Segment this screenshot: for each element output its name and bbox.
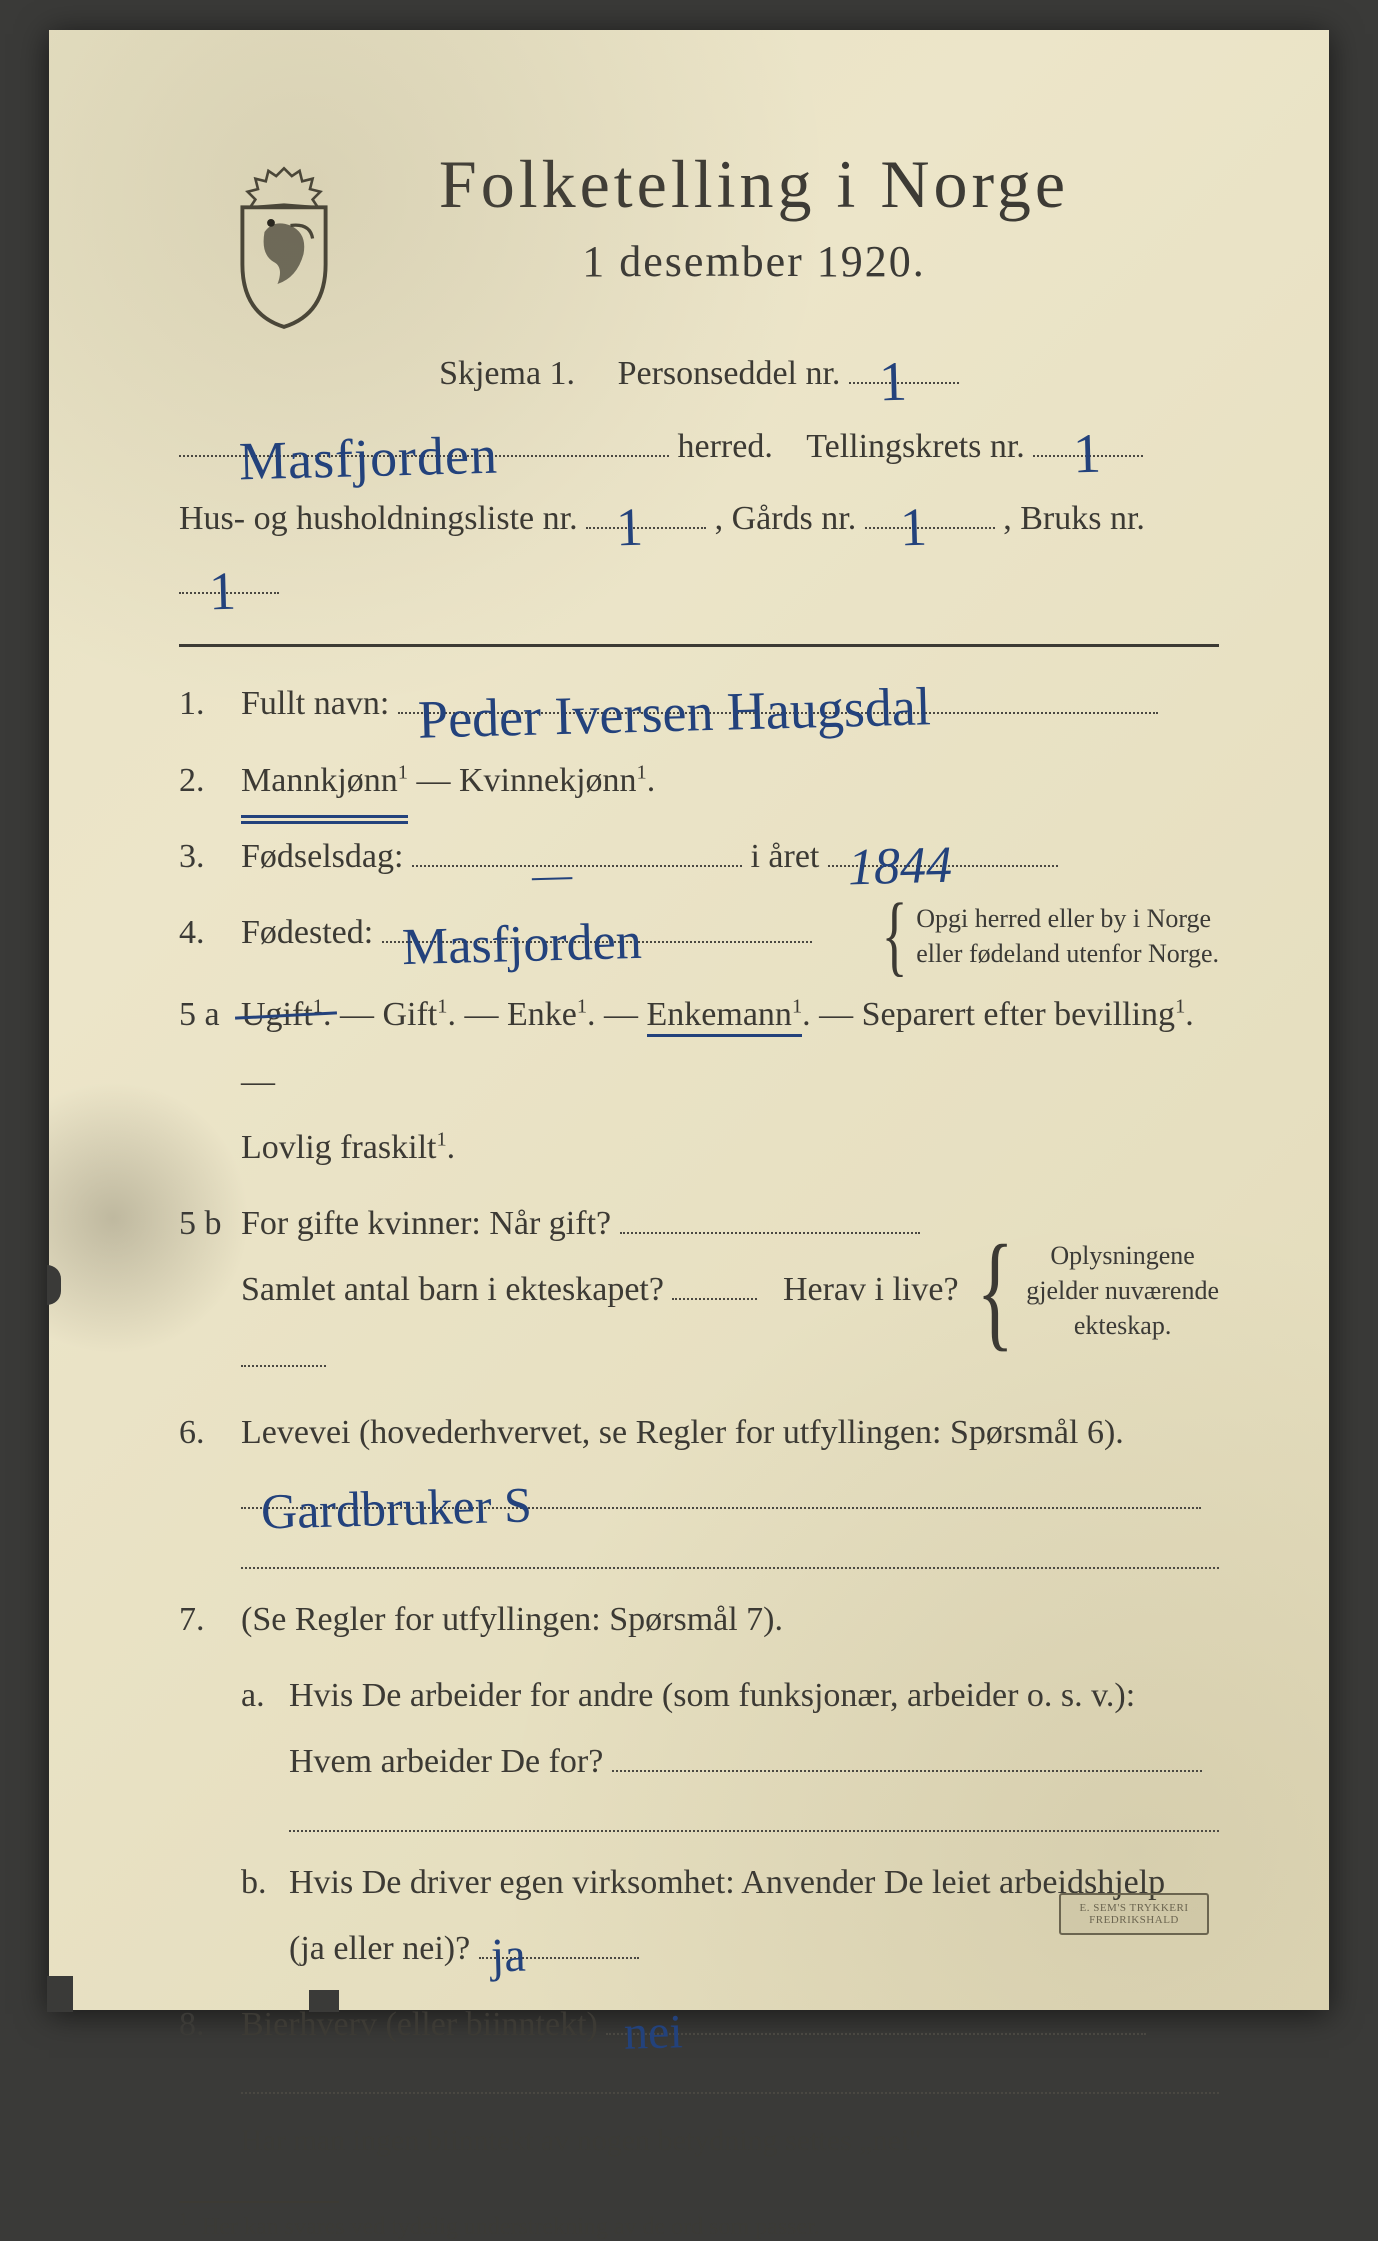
q1-num: 1. <box>179 671 241 737</box>
q5a-num: 5 a <box>179 982 241 1181</box>
meta-row-2: Masfjorden herred. Tellingskrets nr. 1 <box>179 415 1219 480</box>
q2-num: 2. <box>179 748 241 814</box>
q4-field: Masfjorden <box>382 906 812 943</box>
bruks-label: , Bruks nr. <box>1003 500 1145 537</box>
form-date: 1 desember 1920. <box>289 236 1219 287</box>
q5a-enke: Enke1. <box>507 996 596 1033</box>
form-meta: Skjema 1. Personseddel nr. 1 Masfjorden … <box>179 342 1219 616</box>
personseddel-field: 1 <box>849 347 959 384</box>
q5a-gift: Gift1. <box>382 996 455 1033</box>
q5b-gift-field <box>620 1197 920 1234</box>
gards-field: 1 <box>865 492 995 529</box>
skjema-label: Skjema 1. <box>439 355 575 392</box>
personseddel-label: Personseddel nr. <box>618 355 841 392</box>
husliste-label: Hus- og husholdningsliste nr. <box>179 500 578 537</box>
q5b-barn-field <box>672 1263 757 1300</box>
gards-value: 1 <box>898 475 928 578</box>
q2-mann: Mannkjønn1 <box>241 748 408 814</box>
meta-row-1: Skjema 1. Personseddel nr. 1 <box>179 342 1219 407</box>
q7b-letter: b. <box>241 1850 289 1983</box>
q7a-l1: Hvis De arbeider for andre (som funksjon… <box>289 1677 1135 1714</box>
tellingskrets-label: Tellingskrets nr. <box>806 428 1025 465</box>
gards-label: , Gårds nr. <box>715 500 857 537</box>
q7a-l2: Hvem arbeider De for? <box>289 1743 603 1780</box>
q7b-l1: Hvis De driver egen virksomhet: Anvender… <box>289 1864 1165 1901</box>
q5b-l2a: Samlet antal barn i ekteskapet? <box>241 1271 664 1308</box>
q1-row: 1. Fullt navn: Peder Iversen Haugsdal <box>179 671 1219 737</box>
brace-icon: { <box>882 900 908 972</box>
blank-line <box>289 1830 1219 1832</box>
form-title: Folketelling i Norge <box>289 145 1219 224</box>
q1-label: Fullt navn: <box>241 685 389 722</box>
q6-num: 6. <box>179 1400 241 1533</box>
tellingskrets-field: 1 <box>1033 419 1143 456</box>
q6-field: Gardbruker S <box>241 1472 1201 1509</box>
q7b-field: ja <box>479 1921 639 1958</box>
footnote: 1 Her kan svares ved tydelig understrekn… <box>179 2209 1219 2241</box>
q5b-row: 5 b For gifte kvinner: Når gift? Samlet … <box>179 1191 1219 1390</box>
census-form-page: Folketelling i Norge 1 desember 1920. Sk… <box>49 30 1329 2010</box>
q6-value: Gardbruker S <box>260 1456 533 1561</box>
bruks-field: 1 <box>179 556 279 593</box>
q8-num: 8. <box>179 1992 241 2058</box>
brace-icon: { <box>976 1239 1013 1343</box>
q5a-enkemann: Enkemann1 <box>647 996 803 1037</box>
q3-mid: i året <box>750 838 819 875</box>
questions: 1. Fullt navn: Peder Iversen Haugsdal 2.… <box>179 671 1219 2171</box>
q8-label: Bierhverv (eller biinntekt) <box>241 2006 598 2043</box>
footer-hint: Har man ingen biinntekt av nogen betydni… <box>241 2112 1219 2171</box>
footnote-rule <box>179 2201 339 2203</box>
q7b-l2: (ja eller nei)? <box>289 1930 470 1967</box>
printer-stamp: E. SEM'S TRYKKERI FREDRIKSHALD <box>1059 1893 1209 1935</box>
q3-label: Fødselsdag: <box>241 838 403 875</box>
q7-row: 7. (Se Regler for utfyllingen: Spørsmål … <box>179 1587 1219 1653</box>
divider <box>179 644 1219 647</box>
q5b-num: 5 b <box>179 1191 241 1390</box>
meta-row-3: Hus- og husholdningsliste nr. 1 , Gårds … <box>179 487 1219 616</box>
q7a-field <box>612 1735 1202 1772</box>
q7a-row: a. Hvis De arbeider for andre (som funks… <box>241 1663 1219 1796</box>
q1-field: Peder Iversen Haugsdal <box>398 677 1158 714</box>
q8-value: nei <box>623 1985 684 2080</box>
q5a-lovlig: Lovlig fraskilt1. <box>241 1129 455 1166</box>
q4-note: Opgi herred eller by i Norge eller fødel… <box>916 901 1219 971</box>
q3-day-field: — <box>412 830 742 867</box>
q4-label: Fødested: <box>241 914 373 951</box>
q5b-live-field <box>241 1329 326 1366</box>
husliste-value: 1 <box>615 475 645 578</box>
q7a-letter: a. <box>241 1663 289 1796</box>
q3-num: 3. <box>179 824 241 890</box>
herred-label: herred. <box>678 428 773 465</box>
q6-row: 6. Levevei (hovederhvervet, se Regler fo… <box>179 1400 1219 1533</box>
q5a-ugift: Ugift1. <box>241 996 331 1033</box>
q5b-note: Oplysningene gjelder nuværende ekteskap. <box>1026 1238 1219 1343</box>
blank-line <box>241 1567 1219 1569</box>
q7-label: (Se Regler for utfyllingen: Spørsmål 7). <box>241 1601 783 1638</box>
husliste-field: 1 <box>586 492 706 529</box>
blank-line <box>241 2092 1219 2094</box>
edge-tear <box>47 1265 61 1305</box>
edge-tear <box>47 1976 73 2012</box>
q3-year-field: 1844 <box>828 830 1058 867</box>
q3-row: 3. Fødselsdag: — i året 1844 <box>179 824 1219 890</box>
q6-label: Levevei (hovederhvervet, se Regler for u… <box>241 1414 1124 1451</box>
q5b-l1: For gifte kvinner: Når gift? <box>241 1205 611 1242</box>
q4-row: 4. Fødested: Masfjorden { Opgi herred el… <box>179 900 1219 972</box>
q8-field: nei <box>606 1998 1146 2035</box>
q8-row: 8. Bierhverv (eller biinntekt) nei <box>179 1992 1219 2058</box>
q7-num: 7. <box>179 1587 241 1653</box>
bruks-value: 1 <box>208 540 238 643</box>
q2-kvinne: Kvinnekjønn1. <box>459 762 655 799</box>
q2-sep: — <box>416 762 459 799</box>
q5b-l2b: Herav i live? <box>783 1271 959 1308</box>
q2-row: 2. Mannkjønn1 — Kvinnekjønn1. <box>179 748 1219 814</box>
coat-of-arms-icon <box>219 160 349 330</box>
q4-num: 4. <box>179 900 241 972</box>
q5a-row: 5 a Ugift1. — Gift1. — Enke1. — Enkemann… <box>179 982 1219 1181</box>
q7b-value: ja <box>489 1909 526 2003</box>
herred-field: Masfjorden <box>179 419 669 456</box>
